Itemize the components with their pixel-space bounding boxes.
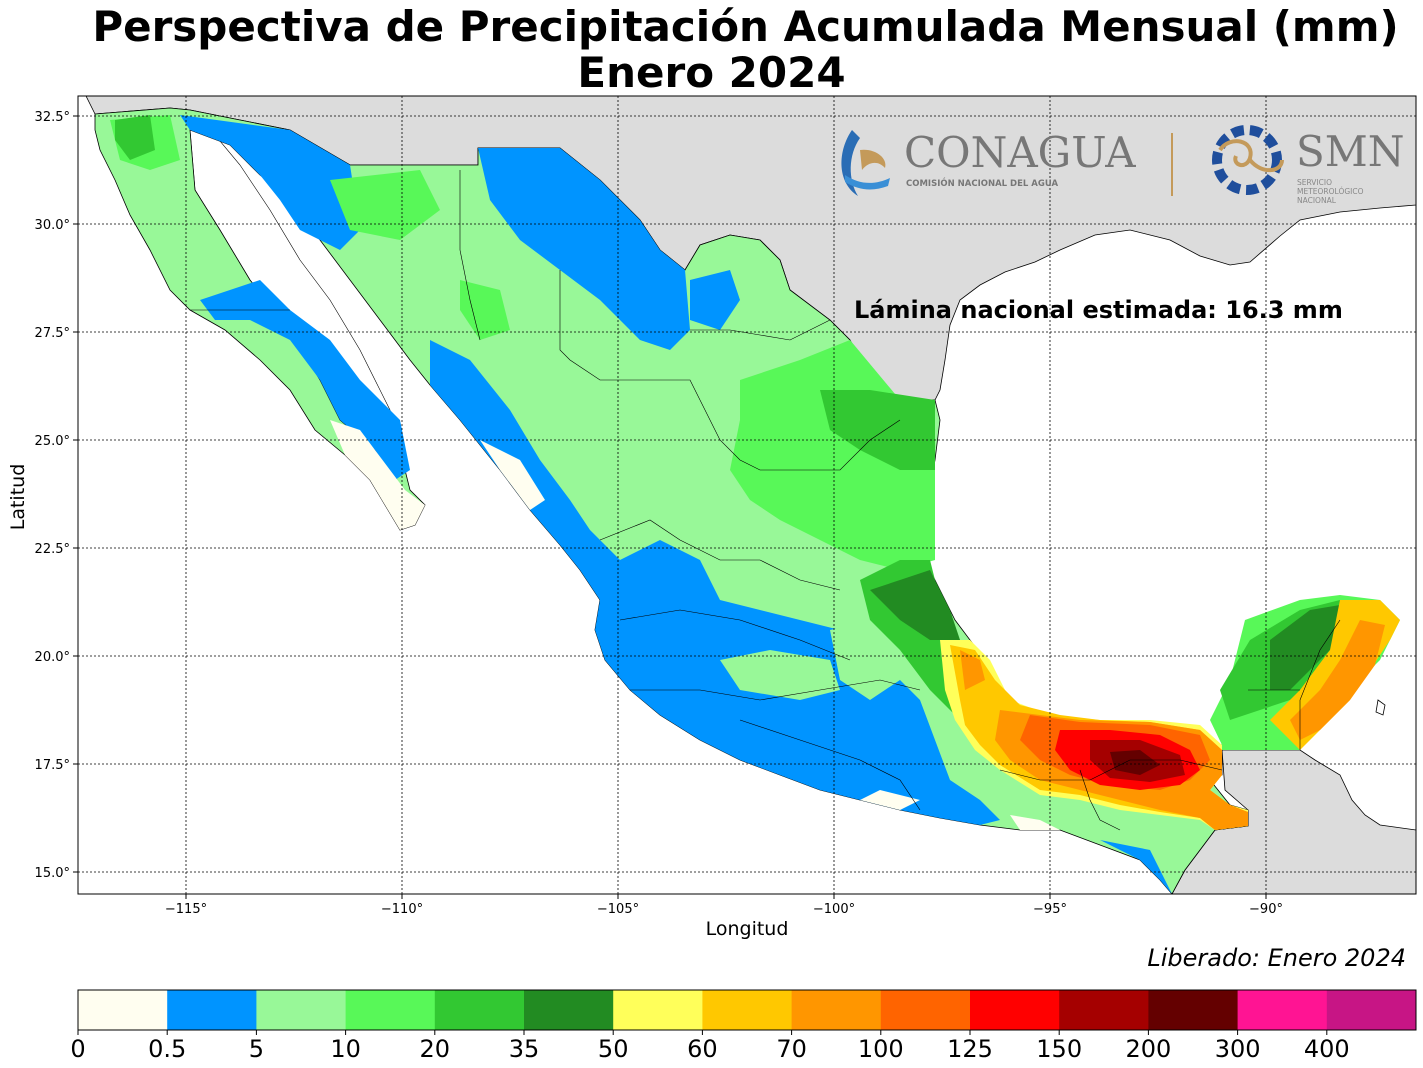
lat-ticks: 32.5° 30.0° 27.5° 25.0° 22.5° 20.0° 17.5… xyxy=(35,110,78,881)
lon-ticks: −115° −110° −105° −100° −95° −90° xyxy=(165,894,1283,917)
map-subtitle: Enero 2024 xyxy=(577,48,846,97)
lat-tick-label: 27.5° xyxy=(35,326,70,341)
colorbar-label: 300 xyxy=(1215,1035,1261,1063)
colorbar-swatch xyxy=(1148,990,1239,1030)
lat-tick-label: 22.5° xyxy=(35,542,70,557)
colorbar-swatch xyxy=(78,990,168,1030)
lat-tick-label: 17.5° xyxy=(35,758,70,773)
colorbar-label: 0 xyxy=(70,1035,85,1063)
colorbar-label: 100 xyxy=(858,1035,904,1063)
colorbar-label: 20 xyxy=(420,1035,451,1063)
colorbar-label: 150 xyxy=(1036,1035,1082,1063)
cuba-land xyxy=(1375,699,1386,716)
colorbar-swatch xyxy=(167,990,257,1030)
conagua-name: CONAGUA xyxy=(904,128,1136,177)
colorbar-swatch xyxy=(434,990,525,1030)
lat-tick-label: 15.0° xyxy=(35,866,70,881)
colorbar-border xyxy=(77,989,1417,1031)
map-title: Perspectiva de Precipitación Acumulada M… xyxy=(92,2,1399,51)
release-date: Liberado: Enero 2024 xyxy=(1147,944,1406,972)
colorbar-label: 125 xyxy=(947,1035,993,1063)
colorbar-swatch xyxy=(1237,990,1328,1030)
map-gridlines xyxy=(78,96,1416,894)
lon-tick-label: −90° xyxy=(1249,902,1283,917)
colorbar-label: 50 xyxy=(598,1035,629,1063)
conagua-sub: COMISIÓN NACIONAL DEL AGUA xyxy=(906,177,1058,189)
conagua-logo: CONAGUA COMISIÓN NACIONAL DEL AGUA xyxy=(841,128,1173,196)
lon-tick-label: −100° xyxy=(813,902,855,917)
lat-tick-label: 20.0° xyxy=(35,650,70,665)
smn-logo: SMN SERVICIO METEOROLÓGICO NACIONAL xyxy=(1212,125,1405,205)
x-axis-label: Longitud xyxy=(706,918,789,940)
colorbar-swatch xyxy=(524,990,614,1030)
colorbar-label: 0.5 xyxy=(148,1035,186,1063)
colorbar-label: 35 xyxy=(509,1035,540,1063)
state-borders xyxy=(190,170,1341,831)
smn-sub-2: METEOROLÓGICO xyxy=(1297,187,1364,196)
colorbar-label: 60 xyxy=(687,1035,718,1063)
colorbar-swatch xyxy=(345,990,436,1030)
colorbar-swatch xyxy=(613,990,703,1030)
lat-tick-label: 25.0° xyxy=(35,434,70,449)
colorbar-label: 200 xyxy=(1125,1035,1171,1063)
national-estimate-annotation: Lámina nacional estimada: 16.3 mm xyxy=(854,296,1343,324)
lat-tick-label: 32.5° xyxy=(35,110,70,125)
smn-name: SMN xyxy=(1296,127,1405,176)
lon-tick-label: −110° xyxy=(381,902,423,917)
lon-tick-label: −115° xyxy=(165,902,207,917)
colorbar-swatch xyxy=(256,990,347,1030)
map-border xyxy=(77,95,1417,895)
colorbar-label: 400 xyxy=(1304,1035,1350,1063)
colorbar: 0 0.5 5 10 20 35 50 60 70 100 125 150 200 300 400 xyxy=(70,989,1417,1063)
colorbar-swatch xyxy=(702,990,793,1030)
colorbar-label: 70 xyxy=(776,1035,807,1063)
lon-tick-label: −105° xyxy=(597,902,639,917)
y-axis-label: Latitud xyxy=(7,464,29,531)
colorbar-swatch xyxy=(791,990,882,1030)
colorbar-label: 5 xyxy=(249,1035,264,1063)
colorbar-swatch xyxy=(880,990,971,1030)
smn-sub-1: SERVICIO xyxy=(1297,178,1332,187)
colorbar-swatch xyxy=(1059,990,1149,1030)
colorbar-label: 10 xyxy=(330,1035,361,1063)
smn-sub-3: NACIONAL xyxy=(1297,196,1337,205)
colorbar-swatch xyxy=(1326,990,1417,1030)
lon-tick-label: −95° xyxy=(1033,902,1067,917)
colorbar-swatch xyxy=(970,990,1060,1030)
mexico-precip-field xyxy=(94,107,1400,894)
lat-tick-label: 30.0° xyxy=(35,218,70,233)
